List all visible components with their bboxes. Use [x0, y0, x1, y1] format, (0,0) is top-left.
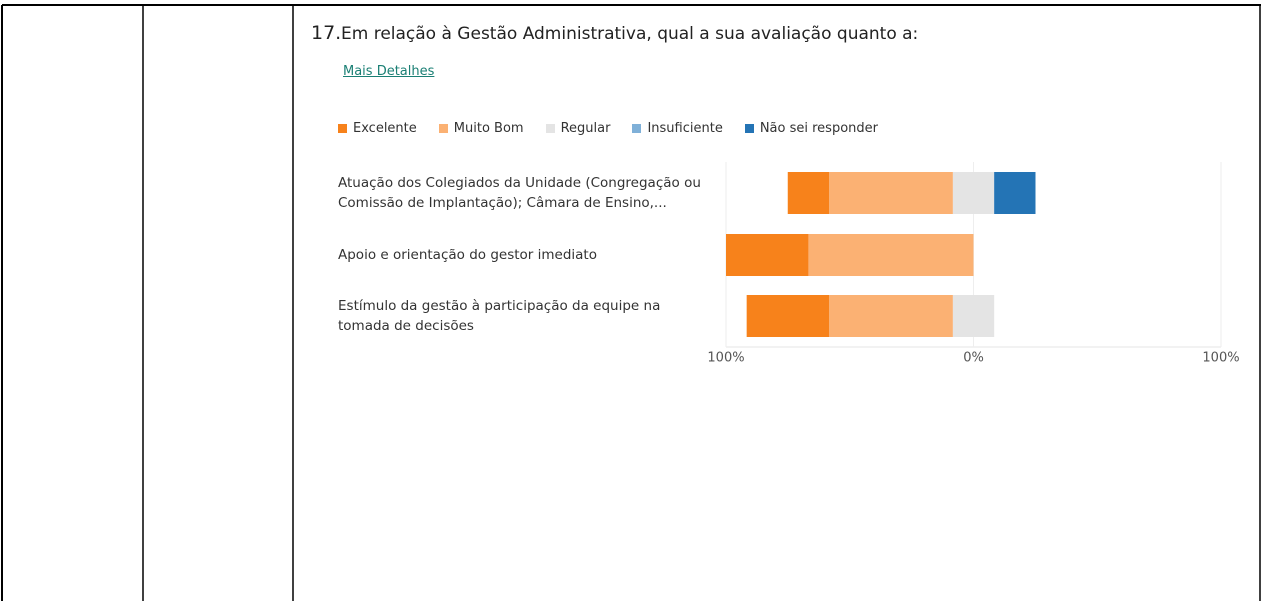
legend-item: Não sei responder: [744, 121, 878, 136]
bar: [952, 295, 995, 337]
legend-label: Insuficiente: [647, 121, 723, 136]
legend-swatch: [438, 124, 448, 133]
x-tick-label: 100%: [707, 351, 744, 366]
legend-label: Regular: [560, 121, 611, 136]
legend-swatch: [632, 124, 642, 133]
bar: [829, 295, 953, 337]
legend-item: Excelente: [338, 121, 417, 136]
bar: [994, 172, 1036, 214]
category-label: Atuação dos Colegiados da Unidade (Congr…: [338, 175, 701, 211]
legend-swatch: [744, 124, 754, 133]
question-number: 17.: [311, 22, 342, 44]
x-tick-label: 100%: [1202, 351, 1239, 366]
legend-item: Regular: [545, 121, 611, 136]
bar: [829, 172, 953, 214]
legend-item: Muito Bom: [438, 121, 524, 136]
legend-item: Insuficiente: [632, 121, 723, 136]
category-label: Estímulo da gestão à participação da equ…: [338, 298, 661, 334]
details-link[interactable]: Mais Detalhes: [343, 64, 435, 79]
legend-label: Muito Bom: [453, 121, 524, 136]
legend-swatch: [338, 124, 347, 133]
legend-label: Excelente: [353, 121, 417, 136]
category-label: Apoio e orientação do gestor imediato: [338, 247, 597, 263]
legend-label: Não sei responder: [759, 121, 878, 136]
legend: Excelente Muito Bom Regular Insuficiente Não…: [338, 121, 878, 136]
chart-title: Em relação à Gestão Administrativa, qual…: [341, 24, 919, 44]
bar: [808, 234, 974, 276]
bar: [952, 172, 995, 214]
bar: [726, 234, 809, 276]
bar: [787, 172, 830, 214]
bar: [746, 295, 830, 337]
x-tick-label: 0%: [963, 351, 984, 366]
legend-swatch: [545, 124, 555, 133]
